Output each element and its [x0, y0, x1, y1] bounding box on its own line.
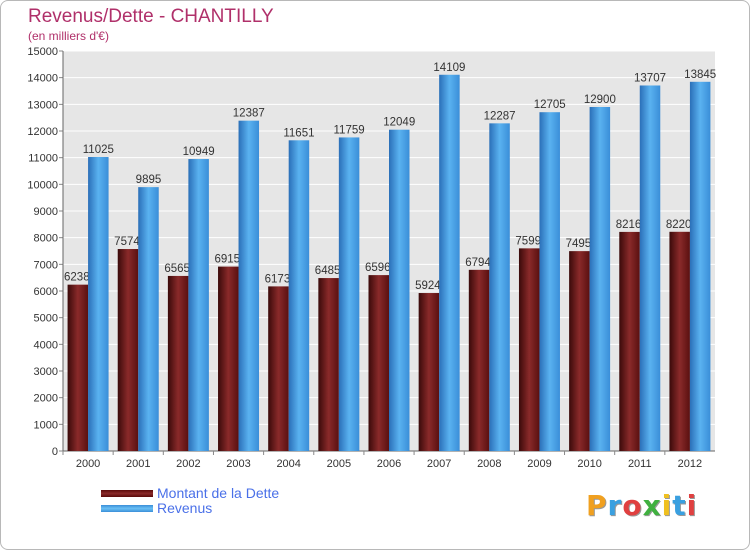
- y-tick-label: 10000: [27, 179, 58, 191]
- bar-revenus: [238, 120, 260, 452]
- bar-dette: [167, 275, 189, 451]
- y-tick-label: 4000: [34, 339, 58, 351]
- legend-swatch-revenus: [101, 505, 153, 512]
- brand-letter: P: [586, 489, 608, 522]
- y-tick-label: 12000: [27, 126, 58, 138]
- bar-dette: [418, 293, 440, 451]
- bar-dette: [218, 266, 239, 451]
- data-label-dette: 7599: [515, 235, 541, 247]
- y-tick-label: 9000: [34, 206, 58, 218]
- bar-dette: [368, 275, 389, 451]
- bar-revenus: [188, 159, 209, 451]
- x-tick-label: 2008: [477, 458, 501, 470]
- bar-revenus: [138, 187, 159, 451]
- bar-revenus: [389, 129, 410, 451]
- x-tick-label: 2011: [628, 458, 652, 470]
- data-label-dette: 6238: [64, 272, 90, 284]
- bar-revenus: [539, 112, 560, 451]
- data-label-revenus: 12387: [233, 108, 265, 120]
- data-label-dette: 8216: [616, 219, 642, 231]
- x-tick-label: 2010: [577, 458, 601, 470]
- y-tick-label: 1000: [34, 419, 58, 431]
- data-label-dette: 6915: [214, 254, 240, 266]
- bar-revenus: [88, 157, 109, 451]
- x-tick-label: 2003: [226, 458, 250, 470]
- bar-dette: [268, 286, 289, 451]
- chart-subtitle: (en milliers d'€): [28, 29, 109, 43]
- data-label-revenus: 12287: [484, 110, 516, 122]
- data-label-dette: 6485: [315, 265, 341, 277]
- brand-letter: i: [661, 489, 673, 522]
- x-tick-label: 2005: [327, 458, 351, 470]
- data-label-revenus: 11025: [83, 144, 114, 156]
- data-label-revenus: 12900: [584, 94, 616, 106]
- data-label-dette: 5924: [415, 280, 441, 292]
- y-tick-label: 11000: [28, 153, 58, 165]
- y-tick-label: 5000: [34, 313, 58, 325]
- x-tick-label: 2002: [176, 458, 200, 470]
- data-label-revenus: 13707: [634, 72, 666, 84]
- legend-swatch-dette: [101, 490, 153, 497]
- x-tick-label: 2004: [276, 458, 300, 470]
- data-label-dette: 8220: [666, 219, 692, 231]
- y-tick-label: 14000: [27, 73, 58, 85]
- bar-dette: [318, 278, 339, 451]
- y-tick-label: 0: [52, 446, 58, 458]
- brand-letter: t: [672, 489, 687, 522]
- data-label-dette: 7495: [566, 238, 592, 250]
- y-tick-label: 8000: [34, 233, 58, 245]
- bar-revenus: [639, 85, 661, 451]
- legend-label-revenus: Revenus: [157, 500, 213, 516]
- data-label-revenus: 12049: [383, 117, 415, 129]
- bar-dette: [67, 284, 89, 451]
- chart-title: Revenus/Dette - CHANTILLY: [28, 6, 274, 27]
- data-label-revenus: 12705: [534, 99, 566, 111]
- bar-revenus: [439, 74, 460, 451]
- y-tick-label: 2000: [34, 393, 58, 405]
- y-tick-label: 3000: [34, 366, 58, 378]
- legend-label-dette: Montant de la Dette: [157, 485, 280, 501]
- brand-letter: o: [622, 489, 643, 522]
- bar-revenus: [589, 107, 611, 451]
- bar-revenus: [689, 81, 711, 452]
- data-label-revenus: 11759: [334, 124, 365, 136]
- bar-dette: [619, 231, 640, 451]
- data-label-dette: 6173: [265, 273, 291, 285]
- data-label-dette: 6565: [164, 263, 190, 275]
- brand-logo: Proxiti: [586, 489, 697, 522]
- bar-dette: [569, 251, 590, 451]
- bar-dette: [669, 231, 690, 451]
- brand-letter: i: [686, 489, 698, 522]
- data-label-revenus: 11651: [283, 127, 314, 139]
- y-tick-label: 7000: [34, 259, 58, 271]
- data-label-dette: 7574: [114, 236, 140, 248]
- data-label-dette: 6794: [465, 257, 491, 269]
- x-tick-label: 2000: [76, 458, 100, 470]
- bar-dette: [117, 249, 139, 451]
- bar-dette: [518, 248, 540, 451]
- brand-letter: r: [607, 489, 623, 522]
- bar-dette: [468, 269, 490, 451]
- x-tick-label: 2006: [377, 458, 401, 470]
- data-label-revenus: 13845: [684, 69, 716, 81]
- brand-letter: x: [642, 489, 662, 522]
- y-tick-label: 13000: [27, 99, 58, 111]
- bar-revenus: [489, 123, 510, 451]
- bar-revenus: [338, 137, 360, 451]
- y-tick-label: 6000: [34, 286, 58, 298]
- data-label-dette: 6596: [365, 262, 391, 274]
- data-label-revenus: 14109: [433, 62, 465, 74]
- x-tick-label: 2001: [126, 458, 150, 470]
- x-tick-label: 2007: [427, 458, 451, 470]
- y-tick-label: 15000: [27, 46, 58, 58]
- data-label-revenus: 9895: [136, 174, 162, 186]
- x-tick-label: 2009: [527, 458, 551, 470]
- x-tick-label: 2012: [678, 458, 702, 470]
- data-label-revenus: 10949: [183, 146, 215, 158]
- bar-revenus: [288, 140, 310, 451]
